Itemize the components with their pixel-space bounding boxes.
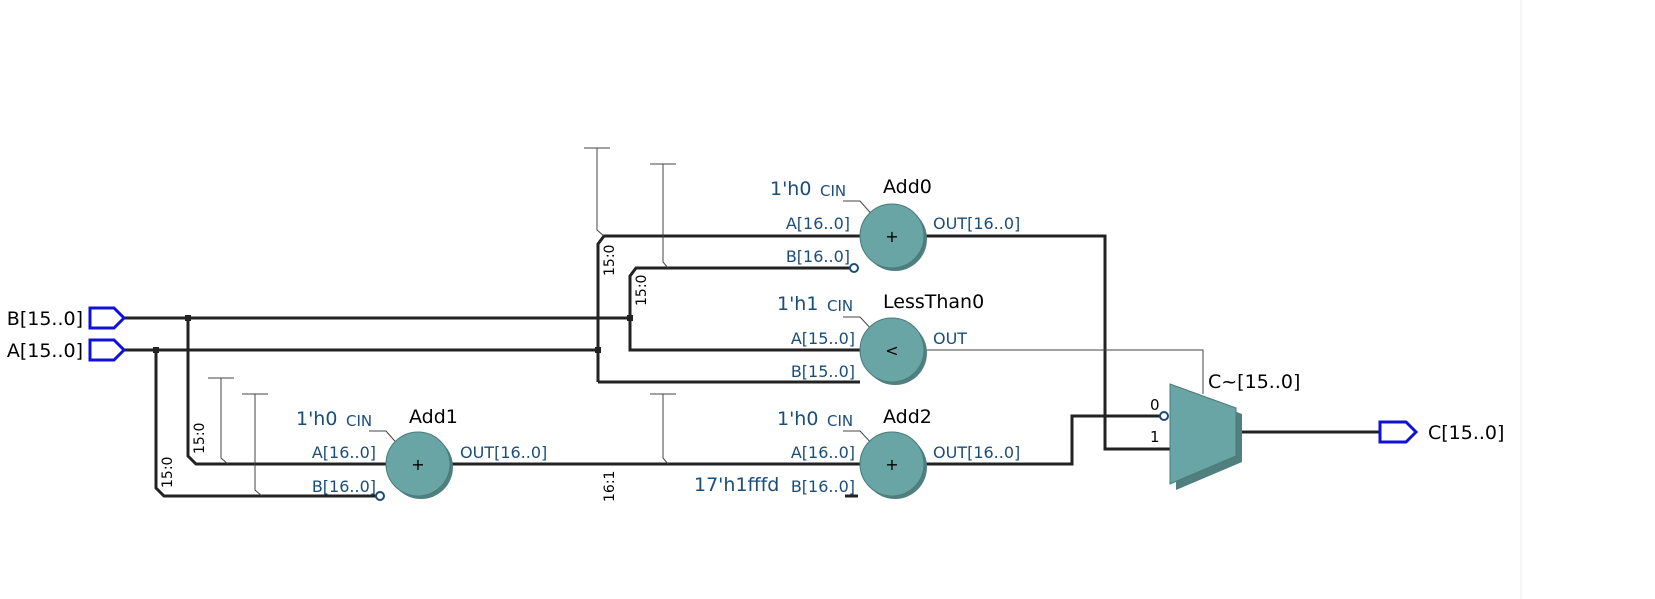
bus-labels: 15:0 15:0 15:0 15:0 16:1 <box>160 245 650 502</box>
node-add1-name: Add1 <box>409 406 458 428</box>
lt-cin-label: CIN <box>827 297 853 315</box>
add2-port-out: OUT[16..0] <box>933 443 1020 462</box>
add0-port-a: A[16..0] <box>786 214 850 233</box>
add0-port-out: OUT[16..0] <box>933 214 1020 233</box>
mux-in0-label: 0 <box>1150 396 1160 414</box>
adder-circle-icon <box>385 431 451 497</box>
input-pin-icon <box>88 306 127 330</box>
add2-b-const: 17'h1fffd <box>694 474 779 496</box>
wire-add1-a[interactable] <box>186 318 386 466</box>
lt-port-a: A[15..0] <box>791 329 855 348</box>
wire-add0-b[interactable] <box>628 266 850 350</box>
wire-add0-out[interactable] <box>925 234 1170 451</box>
node-add0[interactable]: Add0 1'h0 CIN A[16..0] B[16..0] OUT[16..… <box>770 176 1020 273</box>
node-lessthan0-name: LessThan0 <box>883 291 984 313</box>
junction-b2 <box>627 315 633 321</box>
node-add1[interactable]: Add1 1'h0 CIN A[16..0] B[16..0] OUT[16..… <box>296 406 547 501</box>
pin-b-label: B[15..0] <box>7 308 83 330</box>
stub-1 <box>584 147 610 237</box>
add2-cin-value: 1'h0 <box>777 408 818 430</box>
lt-op: < <box>885 341 898 360</box>
output-pin-icon <box>1378 420 1419 444</box>
wire-add1-b[interactable] <box>154 350 376 498</box>
add1-port-b: B[16..0] <box>312 477 376 496</box>
wire-lt-out[interactable] <box>925 349 1204 394</box>
add0-cin-label: CIN <box>820 182 846 200</box>
inversion-bubble-icon <box>849 263 859 273</box>
comparator-circle-icon <box>859 317 925 383</box>
input-pin-icon <box>88 338 127 362</box>
add2-port-b: B[16..0] <box>791 477 855 496</box>
wire-add2-out[interactable] <box>925 414 1160 466</box>
stub-4 <box>242 393 268 497</box>
bus-label-b3: 15:0 <box>192 423 208 454</box>
pin-a-label: A[15..0] <box>7 340 83 362</box>
lt-port-out: OUT <box>933 329 967 348</box>
add1-cin-label: CIN <box>346 412 372 430</box>
pin-c-label: C[15..0] <box>1428 422 1504 444</box>
lt-port-b: B[15..0] <box>791 362 855 381</box>
node-add2[interactable]: Add2 1'h0 CIN A[16..0] 17'h1fffd B[16..0… <box>694 406 1020 499</box>
stub-2 <box>650 163 676 269</box>
stub-3 <box>208 377 234 465</box>
mux-name: C~[15..0] <box>1208 371 1300 393</box>
node-add2-name: Add2 <box>883 406 932 428</box>
lt-cin-value: 1'h1 <box>777 293 818 315</box>
pin-c[interactable]: C[15..0] <box>1378 420 1504 444</box>
node-add0-name: Add0 <box>883 176 932 198</box>
add1-op: + <box>411 455 424 474</box>
add2-port-a: A[16..0] <box>791 443 855 462</box>
bus-label-b4: 15:0 <box>160 457 176 488</box>
bus-label-b2: 15:0 <box>634 275 650 306</box>
inversion-bubble-icon <box>375 491 385 501</box>
mux-c[interactable]: C~[15..0] 0 1 <box>1150 371 1300 490</box>
adder-circle-icon <box>859 203 925 269</box>
stub-5 <box>650 393 676 465</box>
add1-cin-value: 1'h0 <box>296 408 337 430</box>
junction-a2 <box>595 347 601 353</box>
bus-label-b1: 15:0 <box>602 245 618 276</box>
add0-port-b: B[16..0] <box>786 247 850 266</box>
pin-a[interactable]: A[15..0] <box>7 338 127 362</box>
mux-in1-label: 1 <box>1150 428 1160 446</box>
inversion-bubble-icon <box>1159 411 1169 421</box>
bus-label-b5: 16:1 <box>602 471 618 502</box>
add2-cin-label: CIN <box>827 412 853 430</box>
mux-trapezoid-icon <box>1169 383 1237 485</box>
node-lessthan0[interactable]: LessThan0 1'h1 CIN A[15..0] B[15..0] OUT… <box>777 291 984 385</box>
wires <box>124 147 1380 498</box>
wire-lt-a[interactable] <box>628 318 860 352</box>
add1-port-a: A[16..0] <box>312 443 376 462</box>
pin-b[interactable]: B[15..0] <box>7 306 127 330</box>
add0-op: + <box>885 227 898 246</box>
wire-add0-a[interactable] <box>596 234 860 382</box>
junction-b1 <box>185 315 191 321</box>
adder-circle-icon <box>859 431 925 497</box>
add2-op: + <box>885 455 898 474</box>
junction-a1 <box>153 347 159 353</box>
add0-cin-value: 1'h0 <box>770 178 811 200</box>
add1-port-out: OUT[16..0] <box>460 443 547 462</box>
